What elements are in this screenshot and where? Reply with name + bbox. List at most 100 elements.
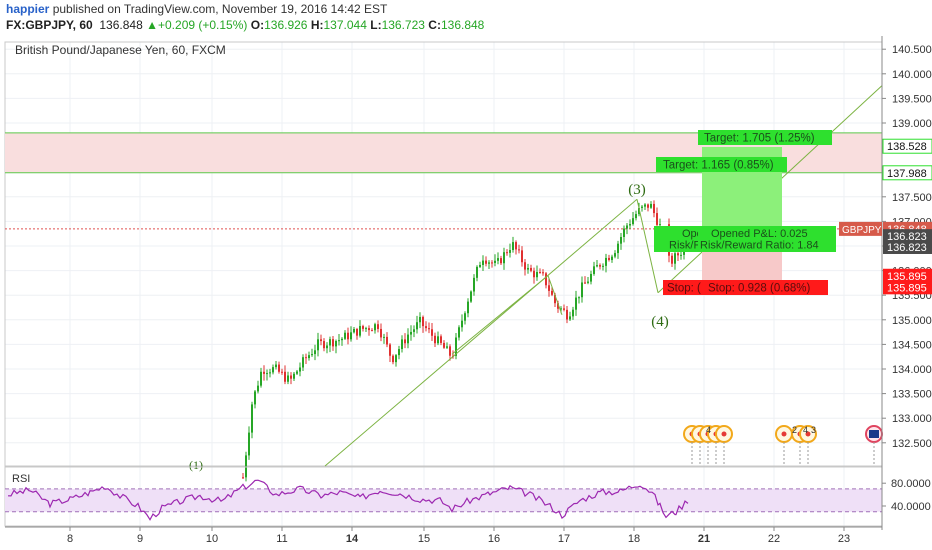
- wave-4-label: (4): [651, 314, 669, 330]
- candle-body: [617, 243, 619, 254]
- candle-body: [677, 253, 679, 256]
- candle-body: [455, 337, 457, 356]
- symbol-tag-bg: [839, 221, 882, 236]
- candle-body: [380, 328, 382, 338]
- chart-header: happier published on TradingView.com, No…: [0, 0, 932, 36]
- time-tick-label: 15: [418, 533, 430, 545]
- candle-body: [407, 334, 409, 344]
- time-tick-label: 22: [768, 533, 780, 545]
- wave-2-3-line: [451, 275, 549, 355]
- event-mark-dot: [805, 431, 811, 437]
- time-tick-label: 17: [558, 533, 570, 545]
- time-axis[interactable]: 8 9 10 11 14 15 16 17 18 21 22 23: [5, 526, 882, 545]
- candle-body: [368, 328, 370, 331]
- price-change: +0.209 (+0.15%): [158, 18, 248, 32]
- candle-body: [419, 316, 421, 323]
- price-tick-label: 140.000: [892, 69, 932, 81]
- candle-body: [512, 242, 514, 250]
- event-mark-dot: [721, 431, 727, 437]
- open-value: 136.926: [264, 18, 308, 32]
- price-label-bg: [882, 165, 932, 181]
- wave-3-label: (3): [628, 182, 646, 198]
- price-tick-label: 137.500: [892, 192, 932, 204]
- event-mark-count: 2: [792, 425, 797, 435]
- candle-body: [554, 294, 556, 304]
- candle-body: [272, 367, 274, 373]
- price-tick-label: 139.000: [892, 118, 932, 130]
- candle-body: [599, 265, 601, 267]
- candle-body: [305, 357, 307, 359]
- candle-body: [263, 371, 265, 374]
- candle-body: [569, 316, 571, 320]
- wave-2-3-line: [547, 275, 563, 316]
- author-link[interactable]: happier: [6, 2, 50, 16]
- time-tick-label: 18: [628, 533, 640, 545]
- trade-2-opened: Opened P&L: 0.025: [711, 228, 808, 240]
- last-price: 136.848: [99, 18, 143, 32]
- symbol-tag: GBPJPY: [842, 225, 882, 236]
- wave-3-4-leg: [636, 199, 659, 293]
- candle-body: [632, 218, 634, 225]
- publish-info: happier published on TradingView.com, No…: [6, 2, 387, 16]
- candle-body: [446, 346, 448, 348]
- close-label: C:: [428, 18, 441, 32]
- stop-label-1: Stop: (: [667, 283, 701, 295]
- candle-body: [659, 224, 661, 226]
- chart-canvas[interactable]: (3)(4)(1) Target: 1.165 (0.85%)Target: 1…: [0, 36, 932, 550]
- candle-body: [434, 335, 436, 344]
- candle-body: [575, 297, 577, 310]
- candle-body: [344, 332, 346, 339]
- price-labels: 138.528137.988136.848GBPJPY136.823136.82…: [839, 138, 932, 295]
- candle-body: [302, 357, 304, 368]
- candle-body: [650, 203, 652, 208]
- candle-body: [533, 270, 535, 278]
- price-label: 137.988: [887, 168, 927, 180]
- candle-body: [326, 345, 328, 349]
- candle-body: [323, 341, 325, 349]
- candle-body: [245, 455, 247, 478]
- candle-body: [638, 207, 640, 215]
- candle-body: [464, 313, 466, 321]
- event-mark-count: 3: [811, 425, 816, 435]
- candle-body: [284, 371, 286, 382]
- candle-body: [431, 329, 433, 336]
- candle-body: [518, 249, 520, 251]
- price-label-bg: [883, 229, 932, 244]
- candle-body: [476, 266, 478, 278]
- candle-body: [530, 267, 532, 271]
- price-tick-label: 133.000: [892, 413, 932, 425]
- candle-body: [611, 256, 613, 260]
- candle-body: [548, 285, 550, 291]
- candle-body: [338, 340, 340, 342]
- candle-body: [290, 375, 292, 379]
- candle-body: [542, 272, 544, 274]
- price-label: 135.895: [887, 282, 927, 294]
- candle-body: [584, 282, 586, 284]
- candle-body: [341, 338, 343, 341]
- candle-body: [374, 324, 376, 331]
- candle-body: [332, 339, 334, 347]
- price-label: 135.895: [887, 271, 927, 283]
- candle-body: [479, 264, 481, 267]
- candle-body: [566, 309, 568, 320]
- candle-body: [317, 339, 319, 351]
- price-tick-label: 140.500: [892, 44, 932, 56]
- candle-body: [500, 258, 502, 264]
- price-label: 138.528: [887, 141, 927, 153]
- candle-body: [671, 255, 673, 264]
- candle-body: [473, 277, 475, 292]
- candle-body: [536, 272, 538, 278]
- price-label-bg: [883, 280, 932, 295]
- stop-label-1-bg: [663, 280, 703, 295]
- low-label: L:: [370, 18, 382, 32]
- candle-body: [299, 367, 301, 372]
- candle-body: [614, 253, 616, 257]
- candle-body: [509, 249, 511, 253]
- price-tick-label: 139.500: [892, 93, 932, 105]
- candle-body: [257, 385, 259, 392]
- candle-body: [482, 260, 484, 265]
- candle-body: [461, 320, 463, 328]
- candle-body: [527, 267, 529, 270]
- candle-body: [545, 273, 547, 286]
- time-tick-label: 8: [67, 533, 73, 545]
